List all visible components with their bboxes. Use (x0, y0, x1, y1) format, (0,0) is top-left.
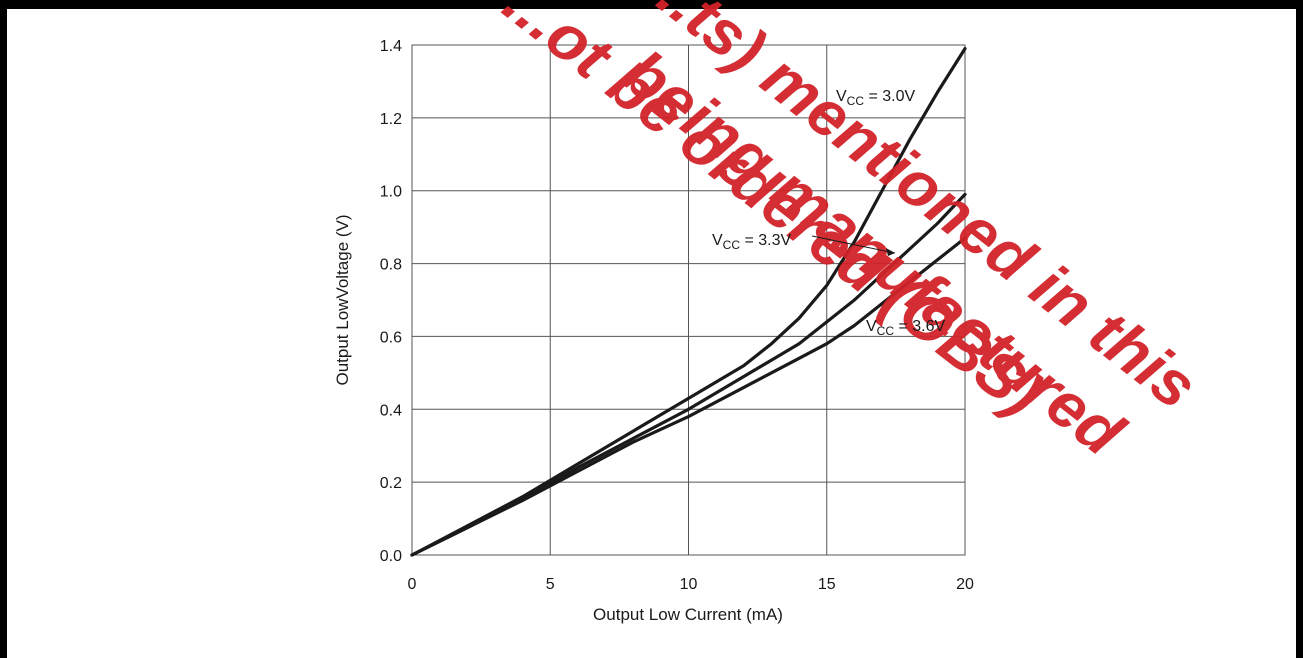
x-tick-label: 5 (546, 576, 555, 593)
curve-label-1: VCC = 3.3V (712, 232, 791, 252)
curve-labels: VCC = 3.0V VCC = 3.3V VCC = 3.6V (712, 88, 945, 338)
x-tick-label: 10 (680, 576, 698, 593)
x-tick-label: 20 (956, 576, 974, 593)
series-line-2 (410, 236, 967, 557)
y-tick-label: 1.2 (380, 111, 402, 128)
x-axis-title: Output Low Current (mA) (593, 605, 783, 624)
x-tick-label: 15 (818, 576, 836, 593)
y-axis-title: Output LowVoltage (V) (333, 214, 352, 385)
y-tick-labels: 0.0 0.2 0.4 0.6 0.8 1.0 1.2 1.4 (380, 38, 402, 565)
plot-border (411, 44, 966, 556)
y-tick-label: 0.0 (380, 548, 402, 565)
grid (411, 44, 966, 556)
series-lines (410, 46, 967, 557)
curve-label-2: VCC = 3.6V (866, 318, 945, 338)
watermark: ...ger ...ts) mentioned in this...ot be … (491, 0, 1211, 470)
y-tick-label: 0.4 (380, 402, 402, 419)
y-tick-label: 0.6 (380, 329, 402, 346)
y-tick-label: 1.0 (380, 184, 402, 201)
series-line-0 (410, 46, 967, 557)
curve-label-leader (811, 235, 896, 254)
x-tick-labels: 0 5 10 15 20 (408, 576, 974, 593)
arrow-head-icon (886, 248, 895, 256)
series-line-1 (410, 192, 967, 557)
y-tick-label: 0.2 (380, 475, 402, 492)
curve-label-0: VCC = 3.0V (836, 88, 915, 108)
y-tick-label: 1.4 (380, 38, 402, 55)
y-tick-label: 0.8 (380, 257, 402, 274)
x-tick-label: 0 (408, 576, 417, 593)
